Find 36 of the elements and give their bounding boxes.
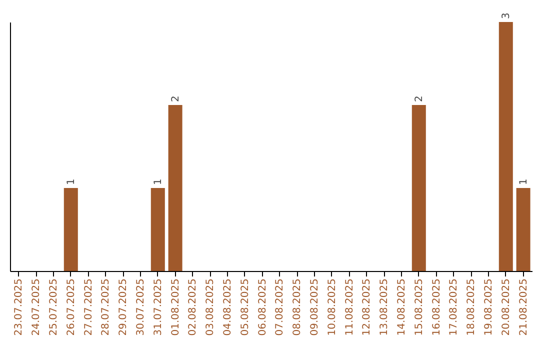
x-tick-label: 10.08.2025 (326, 278, 338, 336)
x-tick-label: 19.08.2025 (484, 278, 494, 336)
x-tick-label: 09.08.2025 (310, 278, 320, 336)
x-tick-label: 21.08.2025 (518, 278, 530, 336)
x-tick-label: 28.07.2025 (100, 278, 112, 336)
x-tick-label: 11.08.2025 (344, 278, 356, 336)
x-tick-label: 29.07.2025 (118, 278, 130, 336)
x-tick-label: 31.07.2025 (152, 278, 164, 336)
x-tick-label: 08.08.2025 (292, 278, 304, 336)
x-tick-label: 23.07.2025 (14, 278, 25, 336)
x-tick-label: 03.08.2025 (205, 278, 216, 336)
data-label: 1 (152, 178, 164, 185)
x-tick-label: 26.07.2025 (66, 278, 77, 336)
data-label: 1 (66, 178, 77, 185)
x-tick-label: 18.08.2025 (466, 278, 478, 336)
x-tick-label: 17.08.2025 (448, 278, 460, 336)
x-tick-label: 16.08.2025 (431, 278, 442, 336)
x-tick-label: 30.07.2025 (136, 278, 146, 336)
x-tick-label: 07.08.2025 (274, 278, 286, 336)
data-label: 2 (414, 96, 425, 102)
x-tick-label: 04.08.2025 (222, 278, 234, 336)
x-tick-label: 24.07.2025 (31, 278, 42, 336)
x-tick-label: 27.07.2025 (83, 278, 94, 336)
x-tick-label: 13.08.2025 (379, 278, 390, 336)
x-tick-label: 12.08.2025 (362, 278, 373, 336)
data-label: 2 (170, 96, 182, 102)
x-tick-label: 15.08.2025 (414, 278, 425, 336)
x-tick-label: 05.08.2025 (240, 278, 251, 336)
x-tick-label: 20.08.2025 (500, 278, 512, 336)
x-tick-label: 14.08.2025 (396, 278, 408, 336)
data-label: 3 (500, 12, 512, 19)
x-tick-label: 01.08.2025 (170, 278, 182, 336)
x-tick-label: 25.07.2025 (48, 278, 60, 336)
data-label: 1 (518, 178, 530, 185)
x-tick-label: 06.08.2025 (257, 278, 268, 336)
x-tick-label: 02.08.2025 (188, 278, 199, 336)
